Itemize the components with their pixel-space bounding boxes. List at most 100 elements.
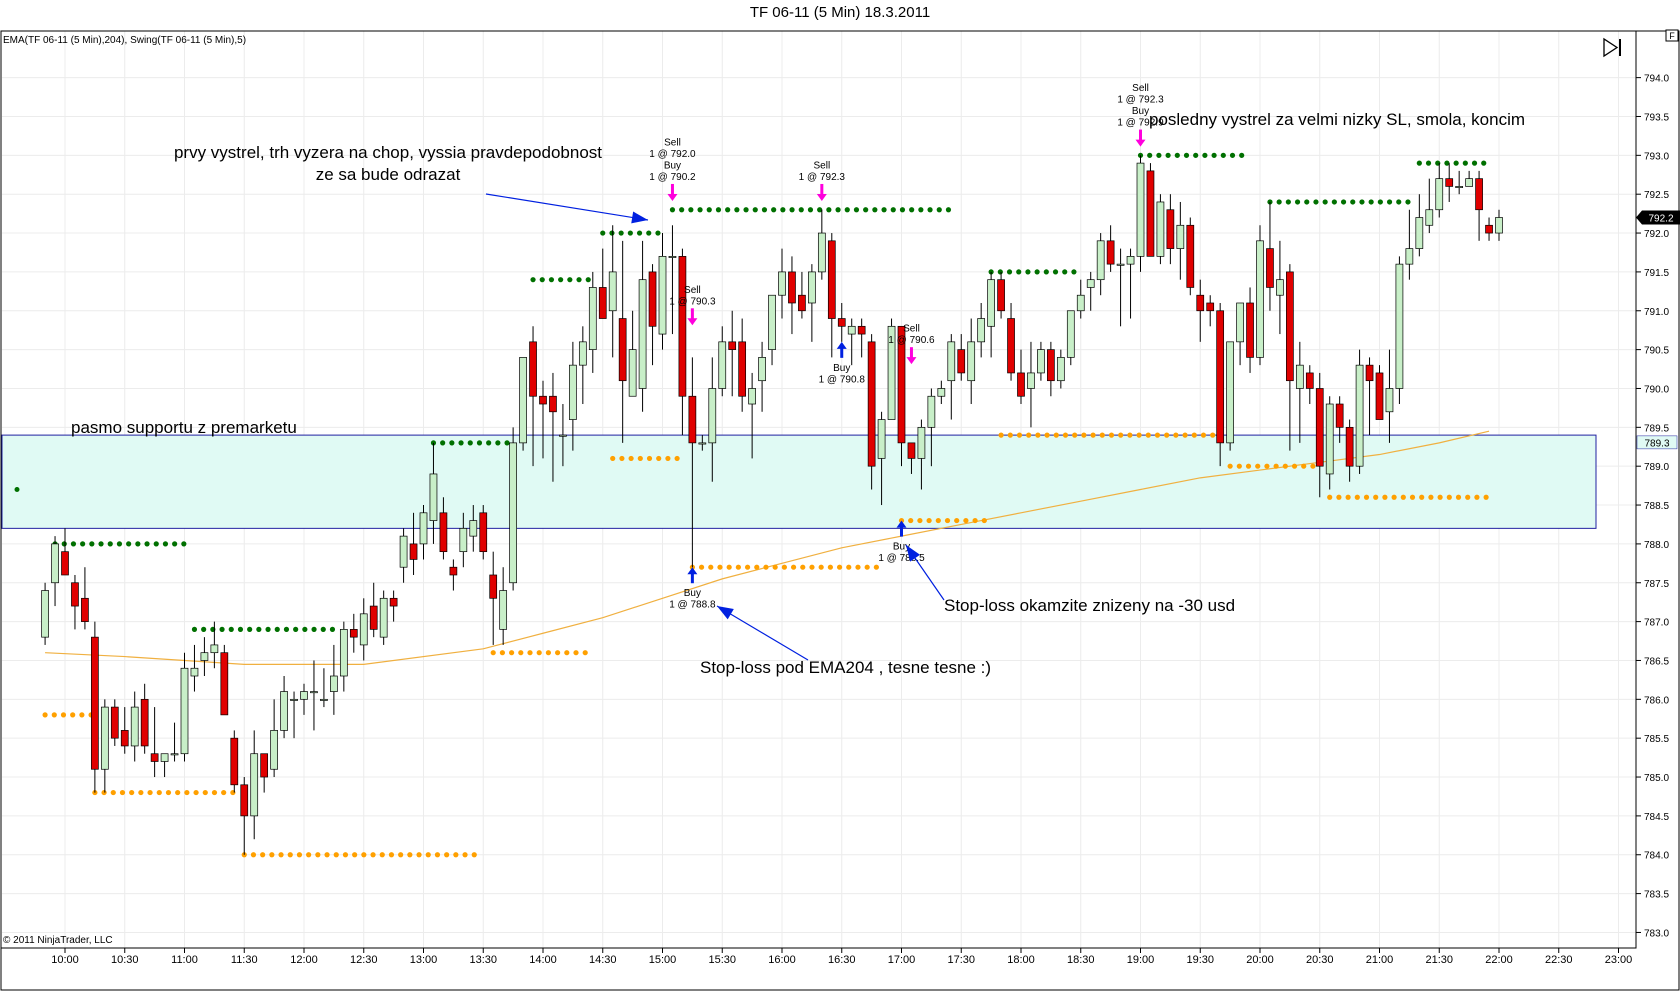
candle-body: [140, 698, 149, 747]
candle-body: [1305, 372, 1314, 389]
swing-low-dot: [70, 712, 76, 718]
swing-high-dot: [1220, 152, 1226, 158]
x-tick-label: 20:00: [1246, 954, 1274, 966]
swing-high-dot: [636, 230, 643, 236]
scroll-end-icon[interactable]: [1603, 37, 1621, 58]
candle-body: [987, 279, 995, 327]
chart-properties-icon[interactable]: F: [1665, 29, 1679, 42]
candle-body: [1256, 240, 1264, 358]
swing-low-dot: [954, 517, 960, 524]
swing-low-dot: [156, 789, 162, 796]
y-tick-label: 787.0: [1644, 618, 1669, 629]
swing-high-dot: [688, 207, 694, 213]
swing-high-dot: [706, 207, 712, 213]
swing-low-dot: [250, 852, 257, 858]
candle-body: [1176, 224, 1185, 249]
arrow-stop-ema-line: [716, 605, 809, 661]
candle-body: [837, 318, 846, 327]
swing-low-dot: [444, 852, 450, 858]
swing-high-dot: [116, 541, 123, 547]
swing-high-dot: [237, 626, 244, 632]
swing-low-dot: [1273, 463, 1279, 469]
arrow-stop-30-head: [906, 545, 921, 562]
candle-body: [349, 629, 358, 638]
swing-high-dot: [1350, 199, 1356, 205]
candle-body: [698, 442, 707, 445]
candle-body: [1276, 279, 1284, 296]
swing-low-dot: [864, 564, 870, 570]
candle-body: [1076, 294, 1085, 312]
candle-body: [81, 597, 89, 622]
candle-body: [658, 256, 667, 335]
swing-high-dot: [1313, 199, 1319, 205]
y-axis: 783.0 783.5 784.0 784.5 785.0 785.5 786.0 786.5…: [1636, 74, 1680, 939]
swing-low-dot: [827, 564, 833, 570]
trade-label: Sell: [813, 160, 830, 171]
x-tick-label: 17:30: [947, 954, 975, 966]
swing-high-dot: [153, 541, 159, 547]
candle-body: [1017, 372, 1025, 397]
swing-low-dot: [935, 517, 941, 524]
swing-low-dot: [1245, 463, 1252, 469]
swing-low-dot: [1354, 494, 1360, 500]
swing-high-dot: [1386, 199, 1393, 205]
annotation-stop-30: Stop-loss okamzite znizeny na -30 usd: [944, 596, 1235, 615]
swing-low-dot: [944, 517, 951, 524]
swing-high-dot: [302, 626, 308, 632]
swing-low-dot: [1327, 494, 1333, 500]
candle-body: [41, 590, 49, 638]
candle-body: [768, 294, 776, 350]
properties-glyph: F: [1669, 31, 1675, 41]
y-tick-label: 785.0: [1644, 773, 1669, 784]
swing-high-dot: [495, 440, 501, 446]
candle-body: [110, 706, 119, 739]
swing-high-dot: [1025, 269, 1031, 275]
swing-low-dot: [370, 852, 376, 858]
swing-low-dot: [708, 564, 714, 570]
x-tick-label: 15:00: [649, 954, 677, 966]
swing-low-dot: [1053, 432, 1059, 438]
candle-body: [310, 691, 318, 694]
swing-high-dot: [1006, 269, 1013, 275]
swing-low-dot: [1291, 463, 1298, 469]
trade-label: 1 @ 792.0: [649, 149, 696, 160]
swing-low-dot: [809, 564, 815, 570]
y-tick-label: 791.0: [1644, 307, 1669, 318]
candle-body: [977, 318, 986, 343]
swing-low-dot: [278, 852, 284, 858]
annotation-support-zone: pasmo supportu z premarketu: [71, 418, 297, 437]
candle-body: [1086, 279, 1095, 288]
candle-body: [1196, 294, 1205, 312]
swing-high-dot: [771, 207, 777, 213]
swing-low-dot: [790, 564, 797, 570]
candle-body: [320, 698, 328, 701]
swing-low-dot: [434, 852, 441, 858]
swing-low-dot: [287, 852, 293, 858]
trade-label: 1 @ 790.3: [669, 296, 716, 307]
candle-body: [339, 629, 348, 677]
swing-low-dot: [1062, 432, 1069, 438]
swing-high-dot: [1239, 152, 1245, 158]
swing-low-dot: [241, 852, 247, 858]
candle-body: [230, 737, 239, 786]
swing-low-dot: [926, 517, 932, 524]
candle-body: [170, 753, 179, 756]
swing-low-dot: [1182, 432, 1188, 438]
swing-low-dot: [855, 564, 861, 570]
swing-low-dot: [772, 564, 778, 570]
swing-high-dot: [1062, 269, 1068, 275]
sell-arrow-head: [667, 193, 678, 201]
swing-high-dot: [191, 626, 198, 632]
swing-high-dot: [530, 277, 536, 283]
swing-low-dot: [555, 650, 561, 656]
swing-low-dot: [1026, 432, 1032, 438]
candle-body: [648, 271, 657, 327]
swing-high-dot: [655, 230, 661, 236]
swing-low-dot: [582, 650, 588, 656]
swing-high-dot: [256, 626, 262, 632]
swing-high-dot: [1229, 152, 1236, 158]
swing-low-dot: [545, 650, 552, 656]
candle-body: [559, 434, 567, 437]
